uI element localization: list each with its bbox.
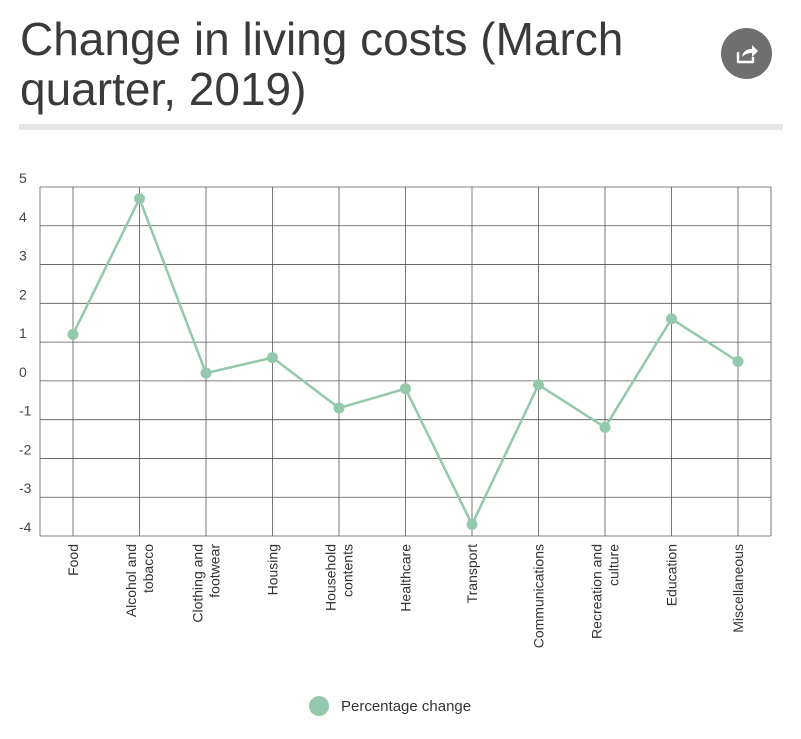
- x-tick-label-line: culture: [606, 544, 622, 586]
- x-tick-label: Miscellaneous: [730, 544, 746, 633]
- x-tick-label: Household contents: [323, 544, 356, 611]
- x-tick-label-line: Recreation and: [589, 544, 605, 639]
- x-tick-label-line: Communications: [531, 544, 547, 648]
- y-axis-ticks: 5 4 3 2 1 0 -1 -2 -3 -4: [19, 170, 32, 535]
- y-tick-label: 3: [19, 248, 27, 264]
- share-icon: [736, 44, 758, 63]
- x-tick-label: Alcohol and tobacco: [123, 544, 156, 617]
- share-button[interactable]: [721, 28, 772, 79]
- y-tick-label: -1: [19, 403, 32, 419]
- x-tick-label: Clothing and footwear: [190, 544, 223, 623]
- x-axis-labels: Food Alcohol and tobacco Clothing and footwe…: [65, 544, 746, 649]
- chart-grid: [39, 186, 772, 537]
- data-point: [67, 328, 79, 340]
- data-point: [599, 421, 611, 433]
- x-tick-label-line: Food: [65, 544, 81, 576]
- x-tick-label-line: Education: [664, 544, 680, 606]
- x-tick-label-line: Clothing and: [190, 544, 206, 623]
- y-tick-label: -4: [19, 519, 32, 535]
- x-tick-label-line: Household: [323, 544, 339, 611]
- x-tick-label-line: tobacco: [140, 544, 156, 593]
- legend: Percentage change: [309, 696, 471, 716]
- series-percentage-change: [67, 193, 744, 530]
- x-tick-label-line: footwear: [207, 544, 223, 598]
- x-tick-label: Food: [65, 544, 81, 576]
- y-tick-label: -3: [19, 480, 32, 496]
- x-tick-label-line: Healthcare: [398, 544, 414, 612]
- data-point: [666, 313, 677, 325]
- x-tick-label: Education: [664, 544, 680, 606]
- data-point: [732, 356, 744, 367]
- data-point: [200, 367, 212, 379]
- chart-title: Change in living costs (March quarter, 2…: [20, 13, 624, 115]
- y-tick-label: -2: [19, 441, 32, 457]
- x-tick-label: Transport: [464, 544, 480, 604]
- legend-swatch: [309, 696, 329, 716]
- data-point: [533, 379, 544, 391]
- data-point: [466, 518, 478, 530]
- x-tick-label-line: Transport: [464, 544, 480, 604]
- x-tick-label-line: Miscellaneous: [730, 544, 746, 633]
- x-tick-label: Communications: [531, 544, 547, 648]
- data-point: [400, 383, 411, 395]
- x-tick-label-line: Alcohol and: [123, 544, 139, 617]
- x-tick-label: Housing: [265, 544, 281, 595]
- legend-label: Percentage change: [341, 697, 472, 715]
- x-tick-label-line: contents: [340, 544, 356, 597]
- y-tick-label: 1: [19, 325, 27, 341]
- x-tick-label-line: Housing: [265, 544, 281, 595]
- y-tick-label: 0: [19, 364, 27, 380]
- data-point: [134, 193, 145, 205]
- x-tick-label: Recreation and culture: [589, 544, 622, 639]
- data-point: [267, 352, 278, 364]
- title-divider: [19, 124, 783, 130]
- y-tick-label: 2: [19, 286, 27, 302]
- data-point: [333, 402, 345, 414]
- x-tick-label: Healthcare: [398, 544, 414, 612]
- y-tick-label: 4: [19, 209, 27, 225]
- y-tick-label: 5: [19, 170, 27, 186]
